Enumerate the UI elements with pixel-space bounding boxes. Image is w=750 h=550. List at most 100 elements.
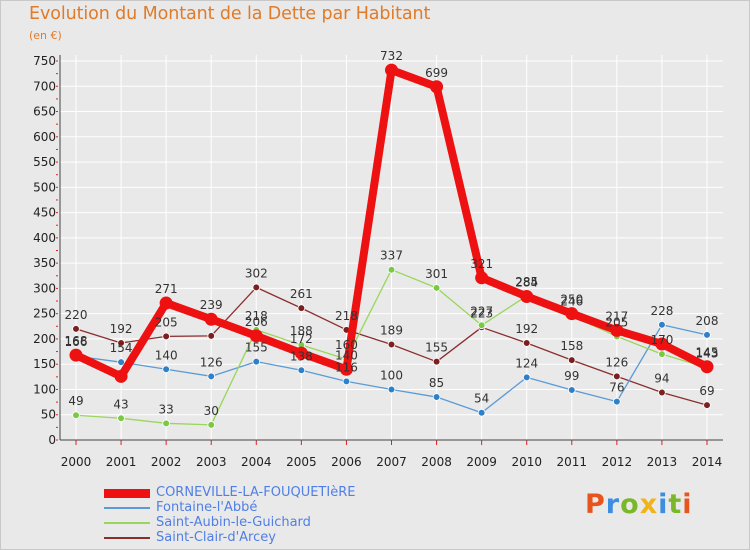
data-label-1: 54: [474, 392, 489, 406]
data-label-2: 49: [68, 394, 83, 408]
data-point-0: [475, 271, 489, 285]
data-label-3: 126: [605, 355, 628, 369]
legend-swatch-fontaine: [104, 507, 150, 509]
data-label-3: 158: [560, 339, 583, 353]
data-point-3: [432, 357, 441, 366]
data-point-2: [117, 414, 125, 423]
data-label-1: 208: [696, 314, 719, 328]
y-tick-label: 700: [33, 79, 56, 93]
data-label-0: 699: [425, 66, 448, 80]
data-label-1: 100: [380, 368, 403, 382]
x-tick-label: 2014: [692, 455, 723, 469]
data-label-3: 223: [470, 306, 493, 320]
data-label-3: 192: [515, 322, 538, 336]
data-label-2: 43: [113, 397, 128, 411]
data-label-2: 285: [515, 275, 538, 289]
data-point-2: [477, 321, 486, 330]
data-label-0: 206: [245, 315, 268, 329]
data-point-3: [613, 372, 621, 381]
data-label-3: 261: [290, 287, 313, 301]
data-point-0: [430, 80, 444, 94]
data-point-1: [432, 393, 441, 401]
data-label-0: 168: [65, 334, 88, 348]
data-label-1: 140: [155, 348, 178, 362]
data-point-2: [658, 350, 666, 358]
x-tick-label: 2003: [196, 455, 227, 469]
data-point-0: [159, 296, 173, 310]
data-label-2: 246: [560, 295, 583, 309]
data-point-1: [613, 397, 621, 406]
data-point-3: [252, 283, 261, 292]
data-point-2: [207, 421, 216, 429]
data-point-1: [387, 385, 396, 394]
data-point-3: [658, 388, 666, 397]
data-label-1: 155: [245, 341, 268, 355]
data-point-0: [385, 63, 398, 77]
data-label-1: 154: [110, 341, 133, 355]
data-label-0: 239: [200, 298, 223, 312]
data-point-3: [567, 356, 576, 364]
x-tick-label: 2006: [331, 455, 362, 469]
data-point-1: [252, 357, 261, 366]
data-point-2: [432, 284, 441, 292]
data-point-1: [703, 331, 711, 339]
y-tick-label: 50: [41, 408, 56, 422]
data-label-2: 160: [335, 338, 358, 352]
data-point-3: [297, 304, 306, 312]
data-label-0: 217: [605, 309, 628, 323]
data-point-0: [249, 329, 263, 343]
data-label-0: 732: [380, 49, 403, 63]
data-point-0: [565, 307, 579, 321]
y-tick-label: 550: [33, 155, 56, 169]
data-label-1: 166: [65, 335, 88, 349]
y-tick-label: 250: [33, 307, 56, 321]
data-label-3: 192: [110, 322, 133, 336]
y-tick-label: 350: [33, 256, 56, 270]
data-label-3: 155: [425, 341, 448, 355]
data-point-3: [162, 332, 170, 341]
data-point-1: [297, 366, 306, 375]
proxiti-logo-letter: t: [668, 489, 683, 520]
data-label-0: 284: [515, 275, 538, 289]
data-point-1: [162, 365, 170, 374]
data-label-3: 220: [65, 308, 88, 322]
data-label-2: 218: [245, 309, 268, 323]
proxiti-logo-letter: x: [639, 489, 659, 520]
x-tick-label: 2002: [151, 455, 182, 469]
legend-swatch-saint-clair: [104, 537, 150, 539]
data-label-3: 218: [335, 309, 358, 323]
x-tick-label: 2000: [61, 455, 92, 469]
data-point-3: [207, 332, 216, 340]
x-tick-label: 2013: [647, 455, 678, 469]
data-point-0: [700, 360, 714, 374]
chart-title: Evolution du Montant de la Dette par Hab…: [29, 4, 431, 24]
x-tick-label: 2010: [511, 455, 542, 469]
data-label-0: 321: [470, 257, 493, 271]
data-label-2: 30: [204, 404, 219, 418]
data-label-2: 301: [425, 267, 448, 281]
legend-label-corneville: CORNEVILLE-LA-FOUQUETIèRE: [156, 485, 356, 500]
data-label-0: 172: [290, 332, 313, 346]
data-label-1: 124: [515, 356, 538, 370]
data-point-3: [72, 325, 80, 333]
data-point-1: [117, 358, 125, 366]
y-tick-label: 750: [33, 54, 56, 68]
chart-subtitle: (en €): [29, 29, 62, 42]
data-point-1: [342, 377, 351, 386]
y-tick-label: 400: [33, 231, 56, 245]
data-label-2: 227: [470, 304, 493, 318]
data-label-3: 189: [380, 323, 403, 337]
data-label-3: 69: [699, 384, 714, 398]
data-label-1: 116: [335, 360, 358, 374]
x-tick-label: 2001: [106, 455, 137, 469]
data-label-3: 205: [155, 315, 178, 329]
data-point-0: [520, 289, 534, 303]
y-tick-label: 450: [33, 206, 56, 220]
y-tick-label: 300: [33, 281, 56, 295]
data-label-0: 145: [696, 346, 719, 360]
x-tick-label: 2004: [241, 455, 272, 469]
legend-swatch-saint-aubin: [104, 522, 150, 524]
data-label-3: 94: [654, 371, 669, 385]
data-point-0: [69, 348, 83, 362]
